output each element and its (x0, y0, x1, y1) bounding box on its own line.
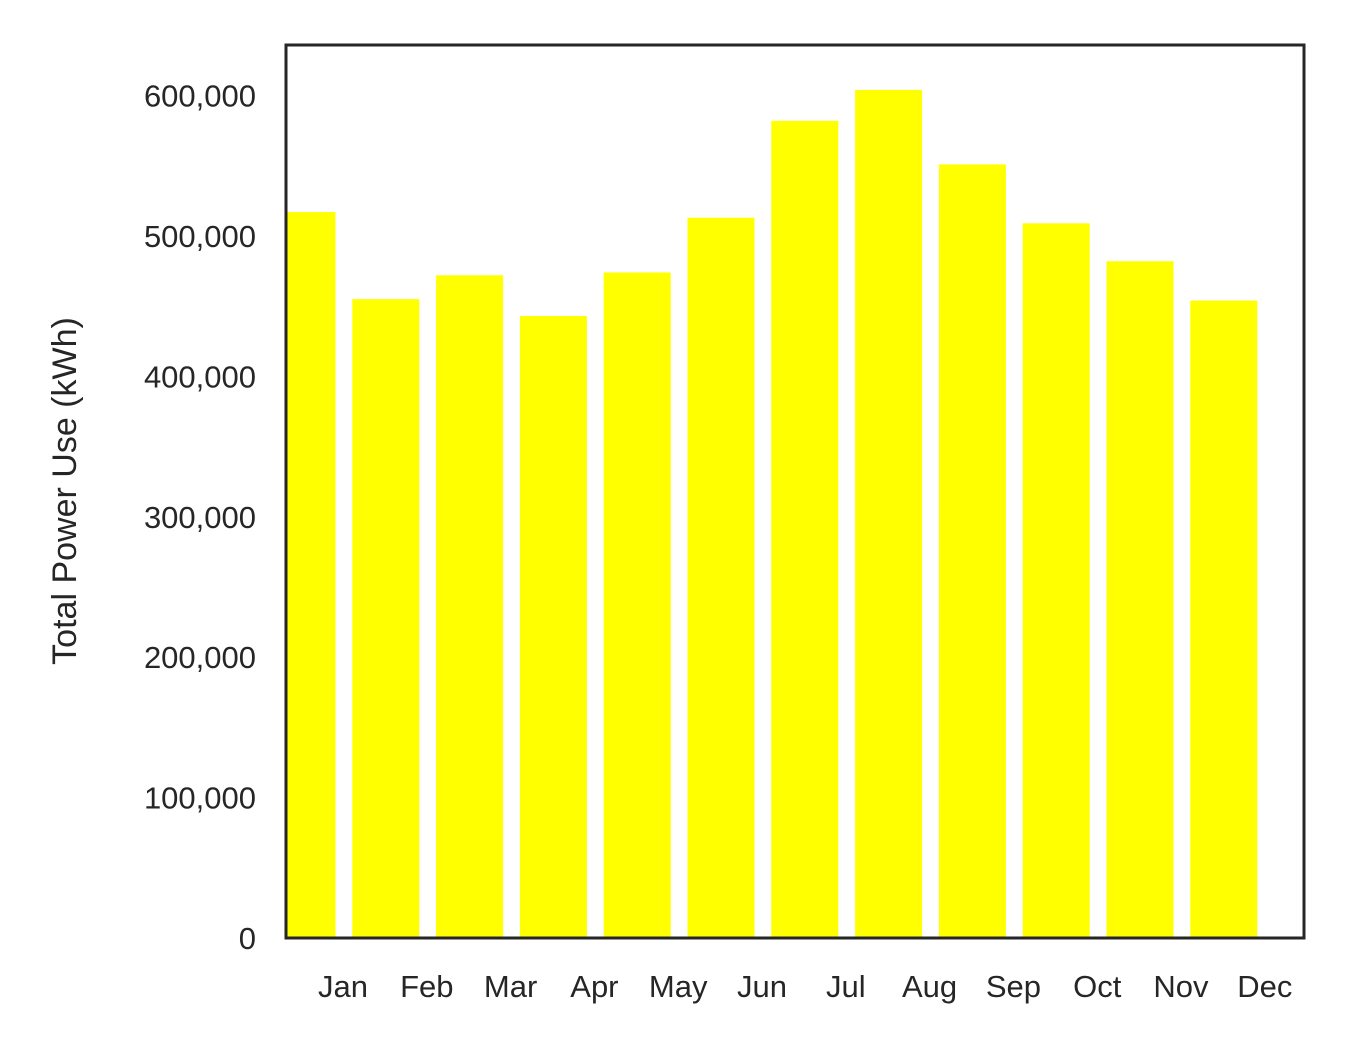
y-tick-label: 200,000 (144, 640, 256, 675)
bar-oct (1022, 223, 1090, 938)
x-tick-label-apr: Apr (570, 969, 618, 1004)
bar-jan (286, 212, 336, 938)
x-tick-label-mar: Mar (484, 969, 537, 1004)
y-tick-label: 400,000 (144, 359, 256, 394)
x-tick-labels: Jan Feb Mar Apr May Jun Jul Aug Sep Oct Nov Dec (318, 969, 1292, 1004)
x-tick-label-aug: Aug (902, 969, 957, 1004)
bar-sep (938, 164, 1006, 939)
x-tick-label-sep: Sep (986, 969, 1041, 1004)
y-tick-labels: 0 100,000 200,000 300,000 400,000 500,000 600,… (144, 79, 256, 956)
x-tick-label-feb: Feb (400, 969, 453, 1004)
x-tick-label-may: May (649, 969, 708, 1004)
plot-frame (284, 43, 1306, 940)
bar-may (603, 272, 671, 938)
y-tick-label: 600,000 (144, 79, 256, 114)
bar-mar (436, 275, 504, 938)
y-tick-label: 100,000 (144, 781, 256, 816)
bar-feb (352, 299, 420, 939)
bar-aug (855, 89, 923, 939)
bar-nov (1106, 261, 1174, 938)
bar-dec (1190, 300, 1258, 938)
y-tick-label: 500,000 (144, 219, 256, 254)
bar-jul (771, 120, 839, 939)
x-tick-label-jun: Jun (737, 969, 787, 1004)
bars-group (286, 89, 1258, 939)
y-tick-label: 0 (239, 921, 256, 956)
y-axis-title: Total Power Use (kWh) (46, 317, 84, 665)
bar-jun (687, 217, 755, 939)
y-tick-label: 300,000 (144, 500, 256, 535)
x-tick-label-oct: Oct (1073, 969, 1122, 1004)
x-tick-label-nov: Nov (1153, 969, 1209, 1004)
bar-apr (519, 315, 587, 938)
x-tick-label-jan: Jan (318, 969, 368, 1004)
x-tick-label-dec: Dec (1237, 969, 1292, 1004)
x-tick-label-jul: Jul (826, 969, 866, 1004)
